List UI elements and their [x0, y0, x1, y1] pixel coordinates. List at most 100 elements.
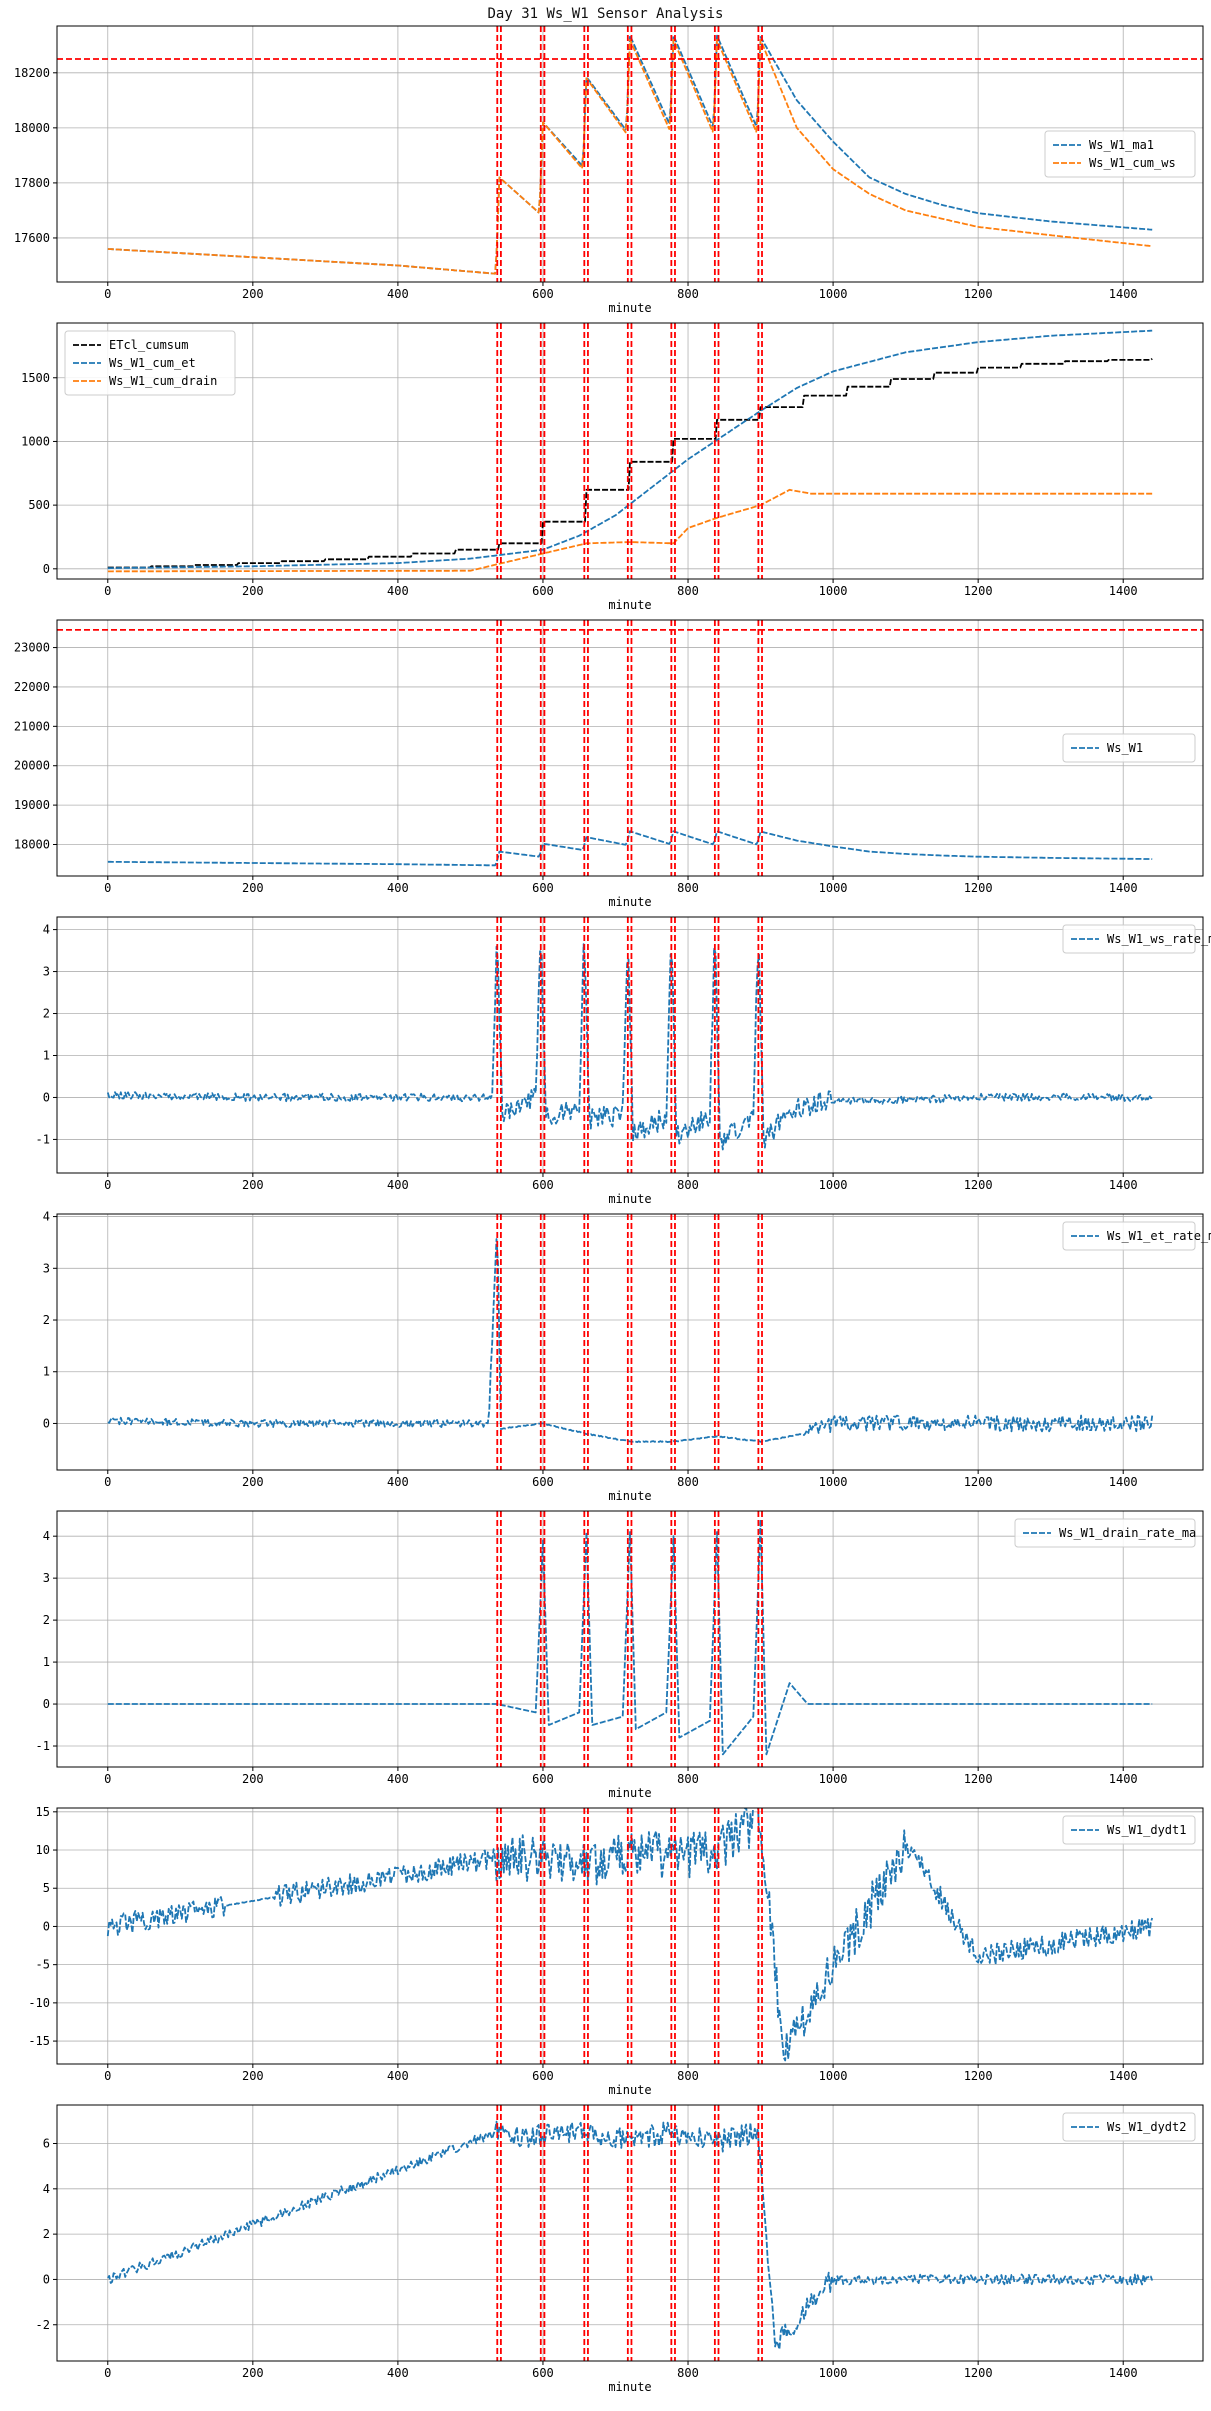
legend-label: Ws_W1_cum_drain [109, 374, 217, 388]
x-tick-label: 1000 [819, 1772, 848, 1786]
x-tick-label: 200 [242, 1475, 264, 1489]
y-tick-label: -1 [36, 1739, 50, 1753]
x-tick-label: 1200 [964, 1772, 993, 1786]
x-tick-label: 400 [387, 584, 409, 598]
series-Ws_W1_ws_rate_ma [106, 943, 1153, 1151]
y-tick-label: -5 [36, 1958, 50, 1972]
y-tick-label: 3 [43, 1571, 50, 1585]
axes-frame [56, 25, 1204, 283]
x-tick-label: 0 [104, 2366, 111, 2380]
x-tick-label: 400 [387, 287, 409, 301]
y-tick-label: 17800 [14, 176, 50, 190]
chart-2: 0 200 400 600 800 1000 1200 1400 0 500 1000 1500 min… [21, 322, 1204, 612]
y-tick-label: 15 [36, 1805, 50, 1819]
axes-frame [56, 322, 1204, 580]
x-tick-label: 1200 [964, 2366, 993, 2380]
series-group [107, 329, 1153, 573]
y-tick-label: 2 [43, 1007, 50, 1021]
x-tick-label: 200 [242, 2366, 264, 2380]
x-tick-label: 800 [677, 2069, 699, 2083]
series-Ws_W1_drain_rate_ma [107, 1518, 1153, 1756]
series-Ws_W1_dydt1 [106, 1808, 1154, 2062]
series-Ws_W1_cum_drain [107, 488, 1153, 573]
y-tick-label: -2 [36, 2318, 50, 2332]
x-tick-label: 600 [532, 1772, 554, 1786]
y-tick-label: -1 [36, 1132, 50, 1146]
x-tick-label: 0 [104, 1475, 111, 1489]
y-tick-label: 0 [43, 562, 50, 576]
series-ETcl_cumsum [107, 358, 1153, 569]
axes-frame [56, 1213, 1204, 1471]
x-axis-label: minute [608, 2380, 651, 2394]
chart-5: 0 200 400 600 800 1000 1200 1400 0 1 2 3 4 minute Ws_W… [43, 1210, 1211, 1503]
legend-box [1062, 924, 1196, 954]
chart-6: 0 200 400 600 800 1000 1200 1400 -1 0 1 2 3 4 minute Ws… [36, 1510, 1204, 1800]
legend-label: Ws_W1 [1107, 741, 1143, 755]
x-tick-label: 200 [242, 2069, 264, 2083]
y-tick-label: 22000 [14, 680, 50, 694]
legend-box [1014, 1518, 1196, 1548]
legend-box [1062, 1815, 1196, 1845]
y-tick-label: 2 [43, 1613, 50, 1627]
y-tick-label: 0 [43, 1090, 50, 1104]
y-tick-label: 20000 [14, 759, 50, 773]
x-tick-label: 1000 [819, 287, 848, 301]
x-tick-label: 1200 [964, 287, 993, 301]
legend-label: Ws_W1_drain_rate_ma [1059, 1526, 1196, 1540]
chart-8: 0 200 400 600 800 1000 1200 1400 -2 0 2 4 6 minute Ws_… [36, 2104, 1204, 2394]
x-axis-label: minute [608, 598, 651, 612]
x-tick-label: 0 [104, 584, 111, 598]
x-tick-label: 1400 [1109, 2366, 1138, 2380]
x-tick-label: 1400 [1109, 1772, 1138, 1786]
x-tick-label: 1000 [819, 2366, 848, 2380]
x-tick-label: 200 [242, 584, 264, 598]
y-tick-label: 500 [28, 498, 50, 512]
x-tick-label: 1400 [1109, 881, 1138, 895]
axes-frame [56, 2104, 1204, 2362]
x-tick-label: 400 [387, 1772, 409, 1786]
series-group [107, 1518, 1153, 1756]
y-tick-label: 0 [43, 2272, 50, 2286]
x-tick-label: 400 [387, 1178, 409, 1192]
legend-box [1062, 733, 1196, 763]
x-tick-label: 800 [677, 1475, 699, 1489]
legend: Ws_W1_dydt1 [1062, 1815, 1196, 1845]
x-tick-label: 200 [242, 287, 264, 301]
x-axis-label: minute [608, 1489, 651, 1503]
legend-label: Ws_W1_ma1 [1089, 138, 1154, 152]
x-tick-label: 200 [242, 881, 264, 895]
figure-title: Day 31 Ws_W1 Sensor Analysis [487, 6, 724, 22]
legend-label: Ws_W1_dydt1 [1107, 1823, 1186, 1837]
series-Ws_W1 [107, 830, 1153, 867]
y-tick-label: 3 [43, 1261, 50, 1275]
chart-3: 0 200 400 600 800 1000 1200 1400 18000 19000 20000… [14, 619, 1204, 909]
y-tick-label: 19000 [14, 798, 50, 812]
y-tick-label: 6 [43, 2137, 50, 2151]
series-group [107, 2120, 1154, 2351]
legend-label: Ws_W1_dydt2 [1107, 2120, 1186, 2134]
legend: Ws_W1_et_rate_ma [1062, 1221, 1211, 1251]
x-tick-label: 600 [532, 584, 554, 598]
x-tick-label: 800 [677, 1178, 699, 1192]
series-group [106, 943, 1153, 1151]
legend-label: ETcl_cumsum [109, 338, 188, 352]
x-tick-label: 0 [104, 287, 111, 301]
y-tick-label: 18000 [14, 121, 50, 135]
x-tick-label: 600 [532, 1178, 554, 1192]
x-axis-label: minute [608, 301, 651, 315]
y-tick-label: 10 [36, 1843, 50, 1857]
y-tick-label: 0 [43, 1416, 50, 1430]
x-tick-label: 200 [242, 1772, 264, 1786]
x-tick-label: 0 [104, 1178, 111, 1192]
y-tick-label: 1000 [21, 434, 50, 448]
x-tick-label: 1200 [964, 1475, 993, 1489]
x-tick-label: 600 [532, 2069, 554, 2083]
x-tick-label: 600 [532, 881, 554, 895]
x-tick-label: 1200 [964, 584, 993, 598]
y-tick-label: 4 [43, 1529, 50, 1543]
x-tick-label: 1400 [1109, 287, 1138, 301]
legend-label: Ws_W1_ws_rate_ma [1107, 932, 1211, 946]
x-tick-label: 400 [387, 2366, 409, 2380]
x-tick-label: 1200 [964, 1178, 993, 1192]
axes-frame [56, 619, 1204, 877]
